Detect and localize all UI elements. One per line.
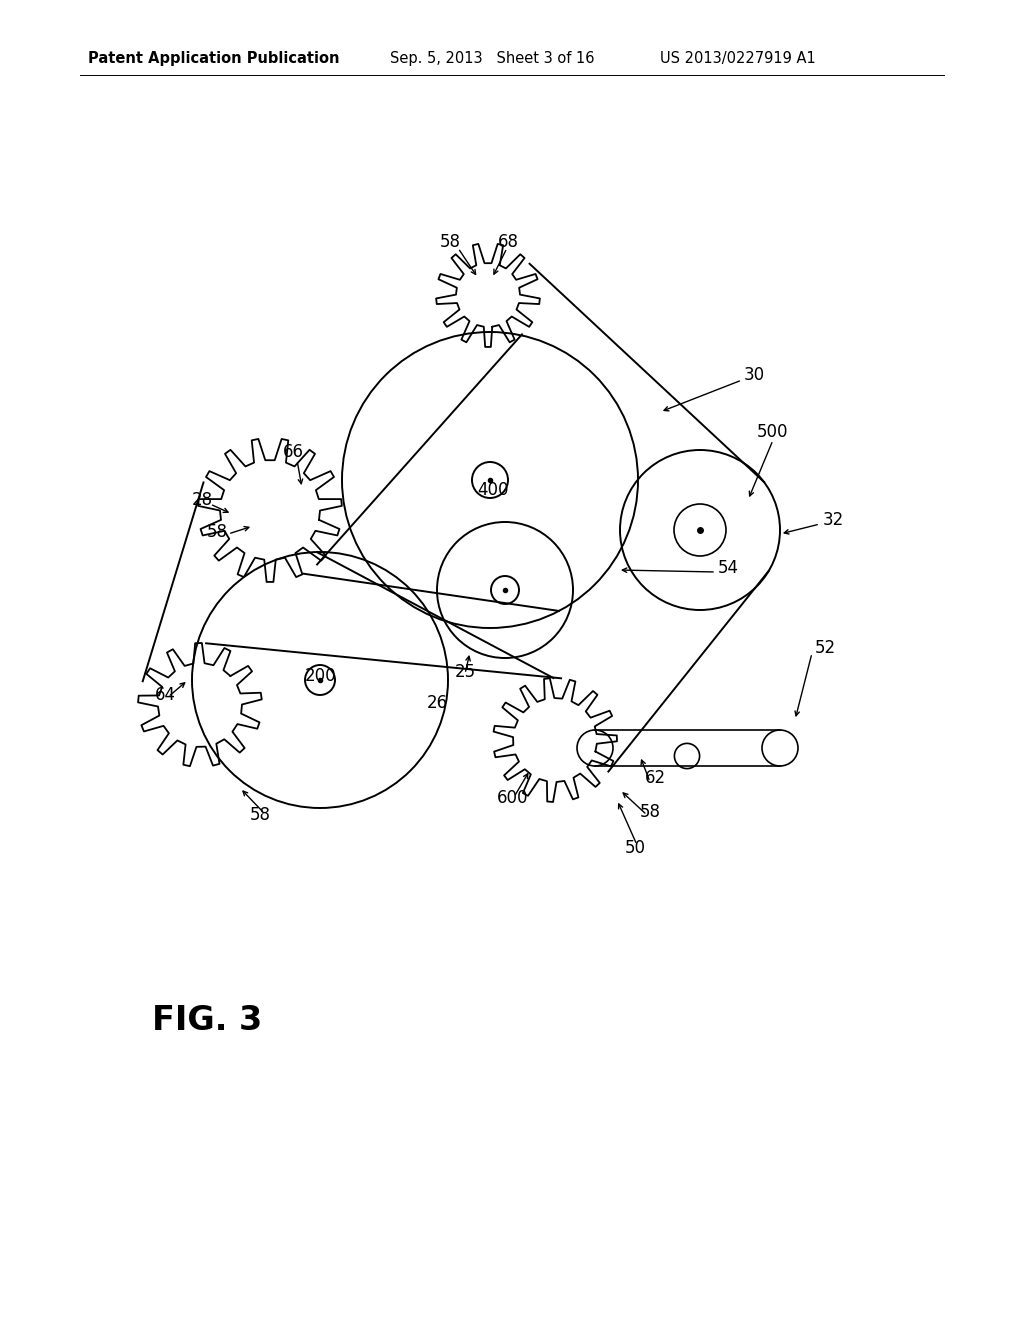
Text: 25: 25 bbox=[455, 663, 476, 681]
Text: 26: 26 bbox=[427, 694, 449, 711]
Text: 30: 30 bbox=[744, 366, 765, 384]
Text: 52: 52 bbox=[815, 639, 837, 657]
Text: 500: 500 bbox=[757, 422, 788, 441]
Text: 54: 54 bbox=[718, 558, 739, 577]
Text: US 2013/0227919 A1: US 2013/0227919 A1 bbox=[660, 50, 816, 66]
Text: 200: 200 bbox=[305, 667, 337, 685]
Text: 58: 58 bbox=[250, 807, 271, 824]
Text: 58: 58 bbox=[640, 803, 662, 821]
Text: 66: 66 bbox=[283, 444, 304, 461]
Text: 68: 68 bbox=[498, 234, 519, 251]
Text: 58: 58 bbox=[207, 523, 228, 541]
Text: 64: 64 bbox=[155, 686, 176, 704]
Text: 50: 50 bbox=[625, 840, 646, 857]
Text: 28: 28 bbox=[193, 491, 213, 510]
Text: 58: 58 bbox=[440, 234, 461, 251]
Text: 32: 32 bbox=[823, 511, 844, 529]
Text: FIG. 3: FIG. 3 bbox=[152, 1003, 262, 1036]
Text: Sep. 5, 2013   Sheet 3 of 16: Sep. 5, 2013 Sheet 3 of 16 bbox=[390, 50, 595, 66]
Text: Patent Application Publication: Patent Application Publication bbox=[88, 50, 340, 66]
Text: 600: 600 bbox=[497, 789, 528, 807]
Text: 62: 62 bbox=[645, 770, 667, 787]
Text: 400: 400 bbox=[477, 480, 509, 499]
